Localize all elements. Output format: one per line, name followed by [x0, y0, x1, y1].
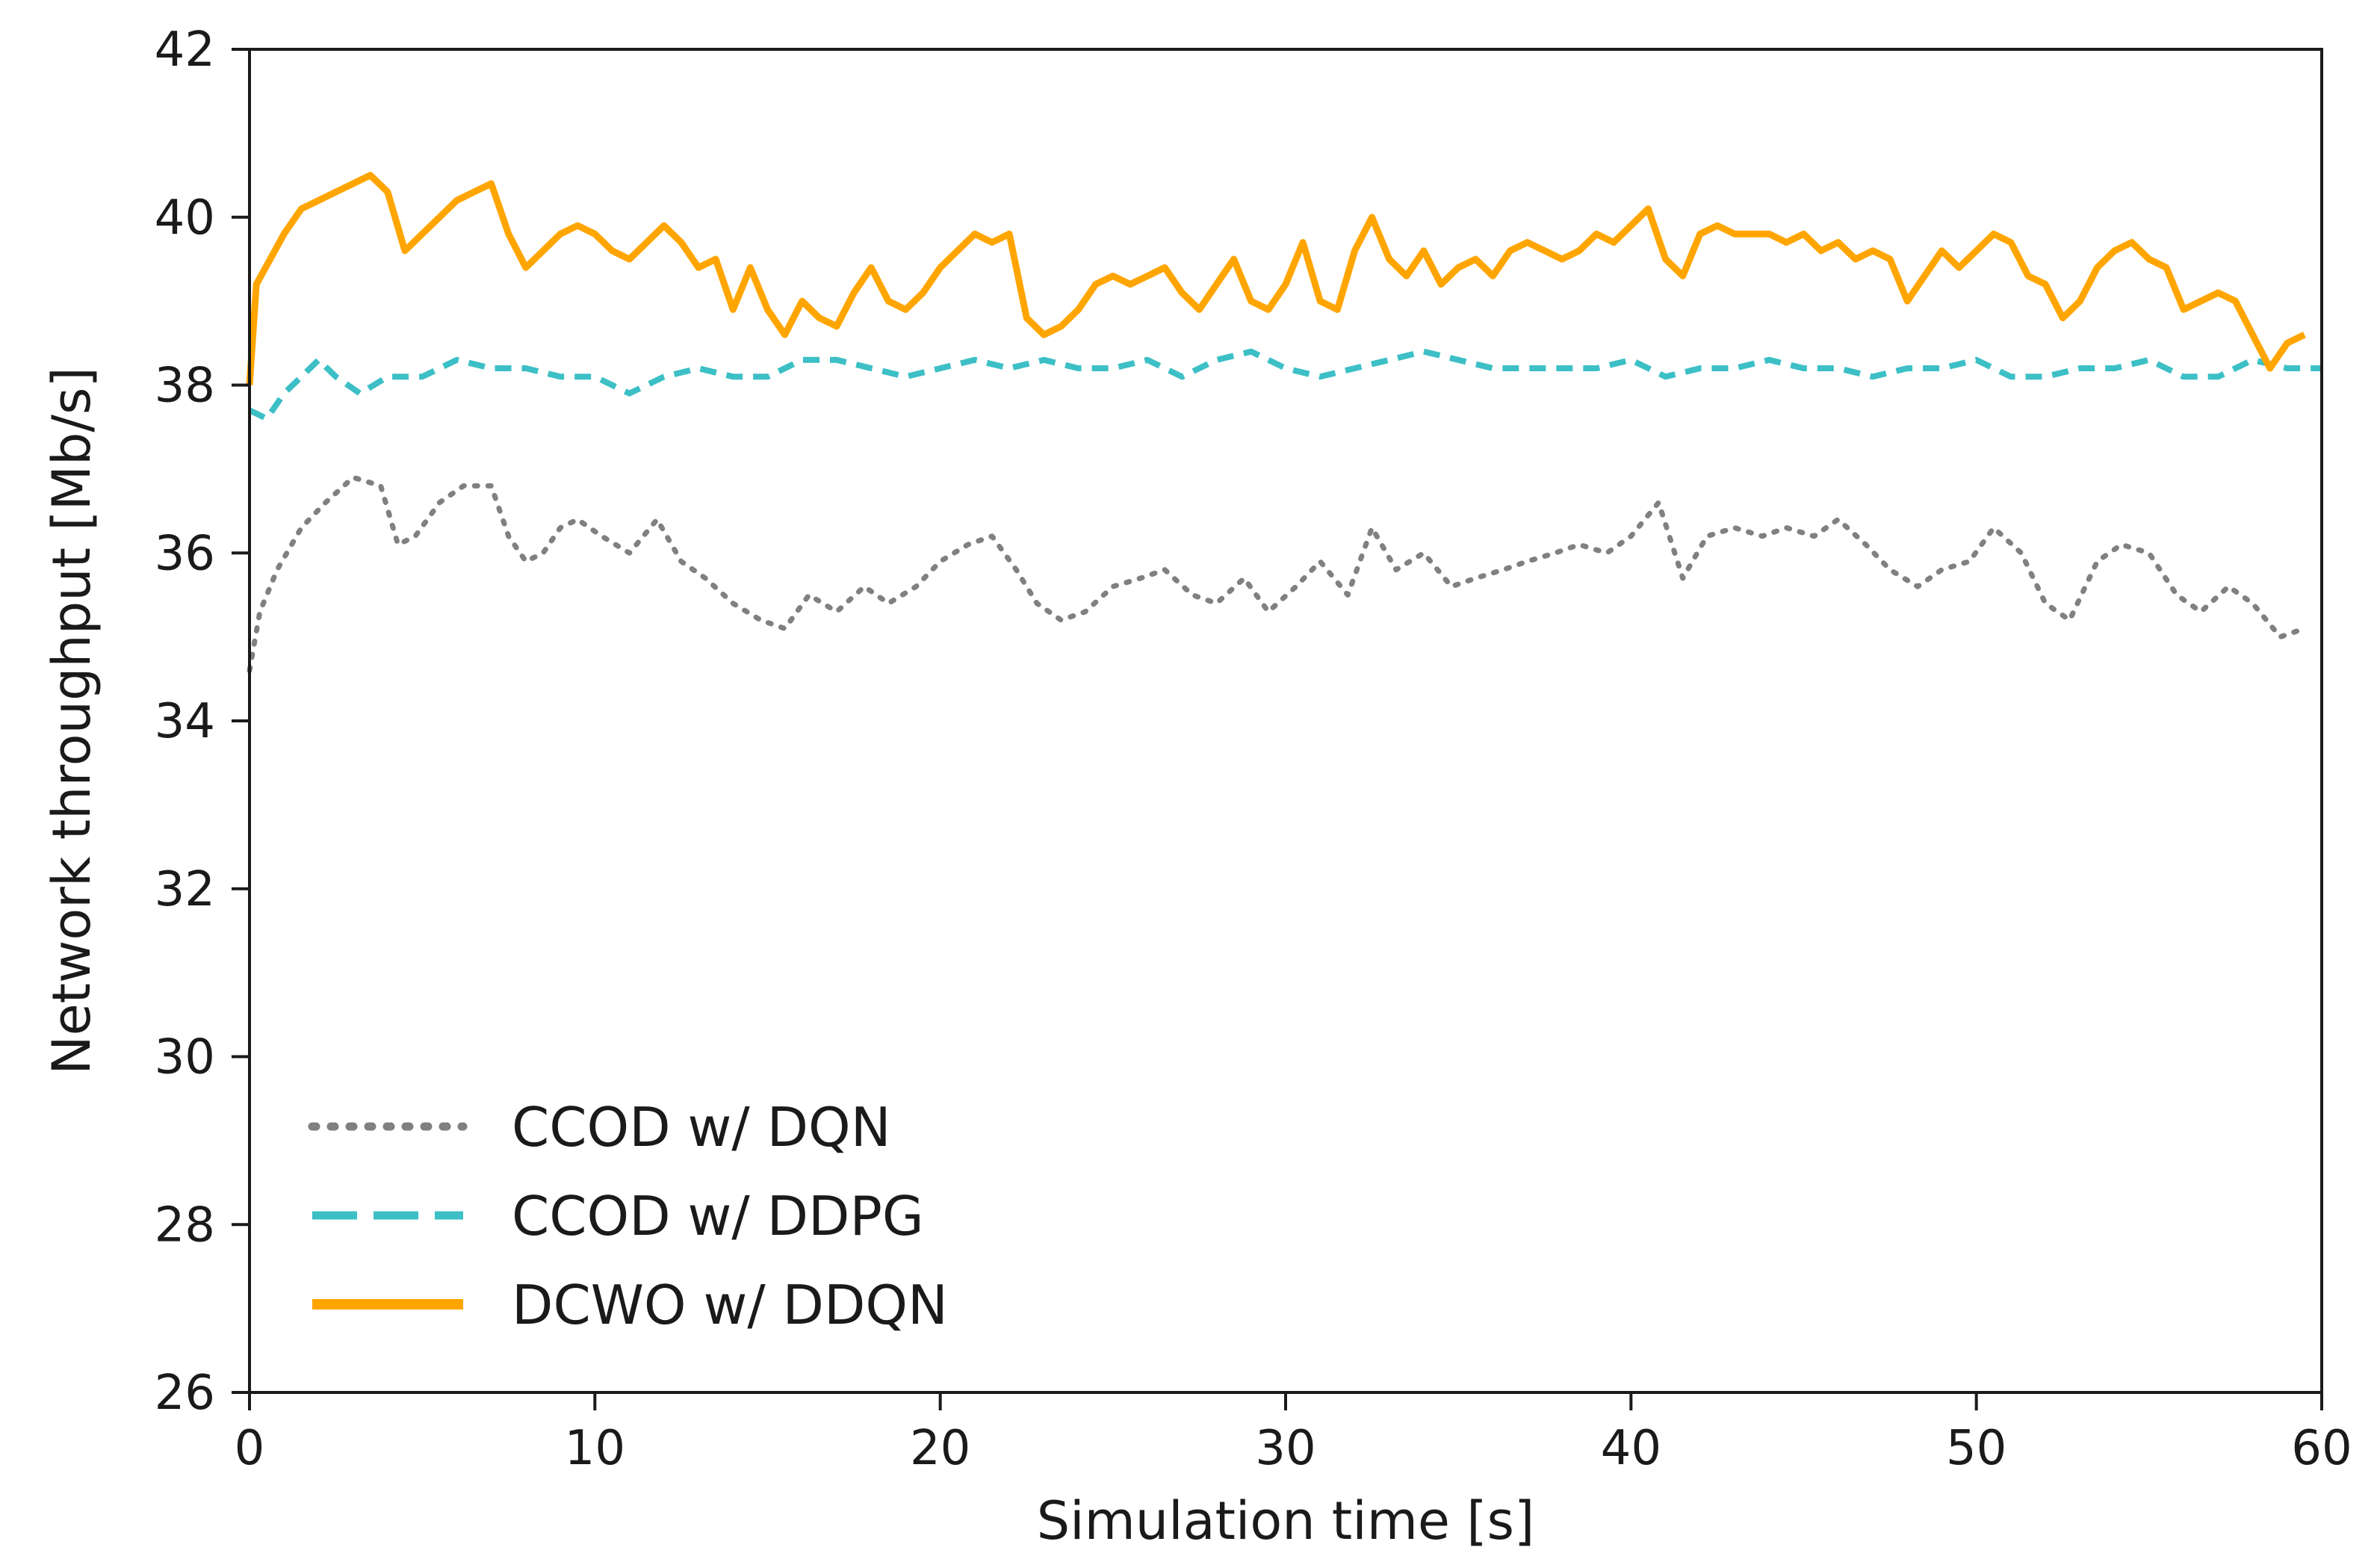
x-tick-label: 50 [1946, 1421, 2006, 1476]
legend-label: CCOD w/ DDPG [512, 1185, 924, 1248]
legend-label: DCWO w/ DDQN [512, 1274, 948, 1336]
series-line-3 [246, 172, 2306, 385]
y-tick-label: 40 [155, 190, 215, 246]
x-tick-label: 20 [910, 1421, 970, 1476]
legend: CCOD w/ DQN CCOD w/ DDPG DCWO w/ DDQN [308, 1096, 948, 1336]
y-tick-label: 42 [155, 22, 215, 78]
x-axis-ticks: 0 10 20 30 40 50 60 [235, 1392, 2352, 1476]
legend-label: CCOD w/ DQN [512, 1096, 891, 1159]
x-tick-label: 60 [2291, 1421, 2352, 1476]
y-tick-label: 28 [155, 1197, 215, 1253]
series-line-1 [247, 474, 2308, 674]
y-tick-label: 34 [155, 694, 215, 749]
y-tick-label: 32 [155, 862, 215, 917]
y-tick-label: 30 [155, 1030, 215, 1085]
x-tick-label: 10 [565, 1421, 625, 1476]
x-tick-label: 0 [235, 1421, 265, 1476]
y-axis-label: Network throughput [Mb/s] [41, 367, 102, 1075]
series-line-2 [248, 348, 2322, 422]
x-tick-label: 30 [1255, 1421, 1315, 1476]
y-axis-ticks: 26 28 30 32 34 36 38 40 42 [155, 22, 250, 1421]
y-tick-label: 26 [155, 1366, 215, 1421]
x-axis-label: Simulation time [s] [1037, 1490, 1535, 1552]
y-tick-label: 36 [155, 526, 215, 581]
y-tick-label: 38 [155, 359, 215, 414]
x-tick-label: 40 [1601, 1421, 1661, 1476]
series-layer [246, 172, 2322, 674]
